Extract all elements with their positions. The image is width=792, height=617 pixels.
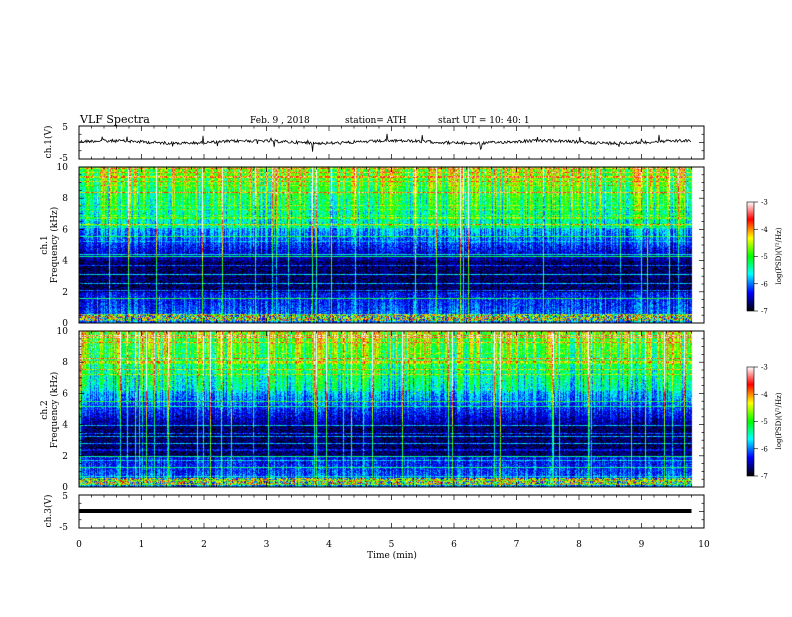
- ch1-frequency-tick-label: 4: [62, 257, 68, 267]
- ch1-colorbar-tick-label: -3: [761, 199, 768, 207]
- ch2-frequency-ylabel: Frequency (kHz): [49, 372, 60, 449]
- ch1-waveform-panel: 5 -5 ch.1(V): [43, 123, 705, 164]
- ch1-frequency-tick-label: 8: [62, 194, 68, 204]
- ch2-colorbar-tick-label: -3: [761, 364, 768, 372]
- ch2-frequency-tick-label: 6: [62, 389, 68, 399]
- ch2-frequency-tick-label: 8: [62, 358, 68, 368]
- ch3-ytick-bottom: -5: [59, 523, 68, 533]
- time-xlabel: Time (min): [367, 550, 417, 561]
- ch1-colorbar-tick-label: -7: [761, 308, 768, 316]
- ch1-ytick-bottom: -5: [59, 154, 68, 164]
- ch2-colorbar-tick-label: -7: [761, 473, 768, 481]
- ch1-frequency-tick-label: 0: [62, 319, 68, 329]
- ch1-colorbar-tick-label: -6: [761, 280, 768, 288]
- ch2-colorbar-tick-label: -5: [761, 418, 768, 426]
- figure-title: VLF Spectra: [79, 113, 150, 126]
- time-tick-label: 3: [264, 540, 270, 550]
- ch1-colorbar: [746, 201, 755, 312]
- ch1-frequency-tick-label: 6: [62, 225, 68, 235]
- ch1-waveform-ylabel: ch.1(V): [43, 126, 54, 159]
- ch2-frequency-tick-label: 4: [62, 421, 68, 431]
- ch2-colorbar-ticks: -3 -4 -5 -6 -7: [754, 364, 768, 481]
- ch2-colorbar-tick-label: -4: [761, 391, 768, 399]
- time-tick-label: 2: [201, 540, 207, 550]
- time-tick-label: 0: [76, 540, 82, 550]
- ch1-colorbar-label: log(PSD)(V²/Hz): [775, 227, 783, 284]
- header-start-ut: start UT = 10: 40: 1: [438, 116, 530, 126]
- ch2-colorbar-label: log(PSD)(V²/Hz): [775, 392, 783, 449]
- header-date: Feb. 9 , 2018: [250, 116, 310, 126]
- ch2-spectrogram-ticks: [78, 330, 705, 488]
- ch3-waveform-panel: 5 -5 ch.3(V): [43, 492, 705, 533]
- time-tick-label: 9: [639, 540, 645, 550]
- ch1-colorbar-ticks: -3 -4 -5 -6 -7: [754, 199, 768, 316]
- ch2-colorbar: [746, 366, 755, 477]
- ch3-ytick-top: 5: [62, 492, 68, 502]
- ch2-frequency-tick-labels: 0 2 4 6 8 10: [57, 327, 69, 493]
- ch1-waveform-ticks: [78, 125, 705, 160]
- ch2-colorbar-tick-label: -6: [761, 445, 768, 453]
- time-tick-label: 4: [326, 540, 332, 550]
- ch2-spectrogram-image: [79, 331, 704, 487]
- ch1-ytick-top: 5: [62, 123, 68, 133]
- ch2-channel-label: ch.2: [40, 400, 50, 419]
- time-tick-label: 1: [139, 540, 145, 550]
- ch1-channel-label: ch.1: [40, 235, 50, 254]
- ch1-frequency-tick-label: 10: [57, 163, 69, 173]
- ch2-frequency-tick-label: 10: [57, 327, 69, 337]
- ch1-spectrogram-image: [79, 167, 704, 323]
- time-tick-label: 10: [698, 540, 710, 550]
- ch1-frequency-ylabel: Frequency (kHz): [49, 207, 60, 284]
- time-tick-labels: 0 1 2 3 4 5 6 7 8 9 10: [76, 540, 710, 550]
- ch1-frequency-tick-labels: 0 2 4 6 8 10: [57, 163, 69, 329]
- ch1-frequency-tick-label: 2: [62, 288, 68, 298]
- time-tick-label: 5: [389, 540, 395, 550]
- header-station: station= ATH: [345, 116, 407, 126]
- ch2-frequency-tick-label: 2: [62, 452, 68, 462]
- ch1-spectrogram-ticks: [78, 166, 705, 324]
- time-tick-label: 6: [451, 540, 457, 550]
- time-tick-label: 8: [576, 540, 582, 550]
- ch1-colorbar-tick-label: -4: [761, 226, 768, 234]
- ch1-colorbar-tick-label: -5: [761, 253, 768, 261]
- ch3-waveform-line: [79, 509, 692, 513]
- ch3-waveform-ylabel: ch.3(V): [43, 495, 54, 528]
- ch1-waveform-line: [78, 133, 692, 152]
- time-tick-label: 7: [514, 540, 520, 550]
- ch2-frequency-tick-label: 0: [62, 483, 68, 493]
